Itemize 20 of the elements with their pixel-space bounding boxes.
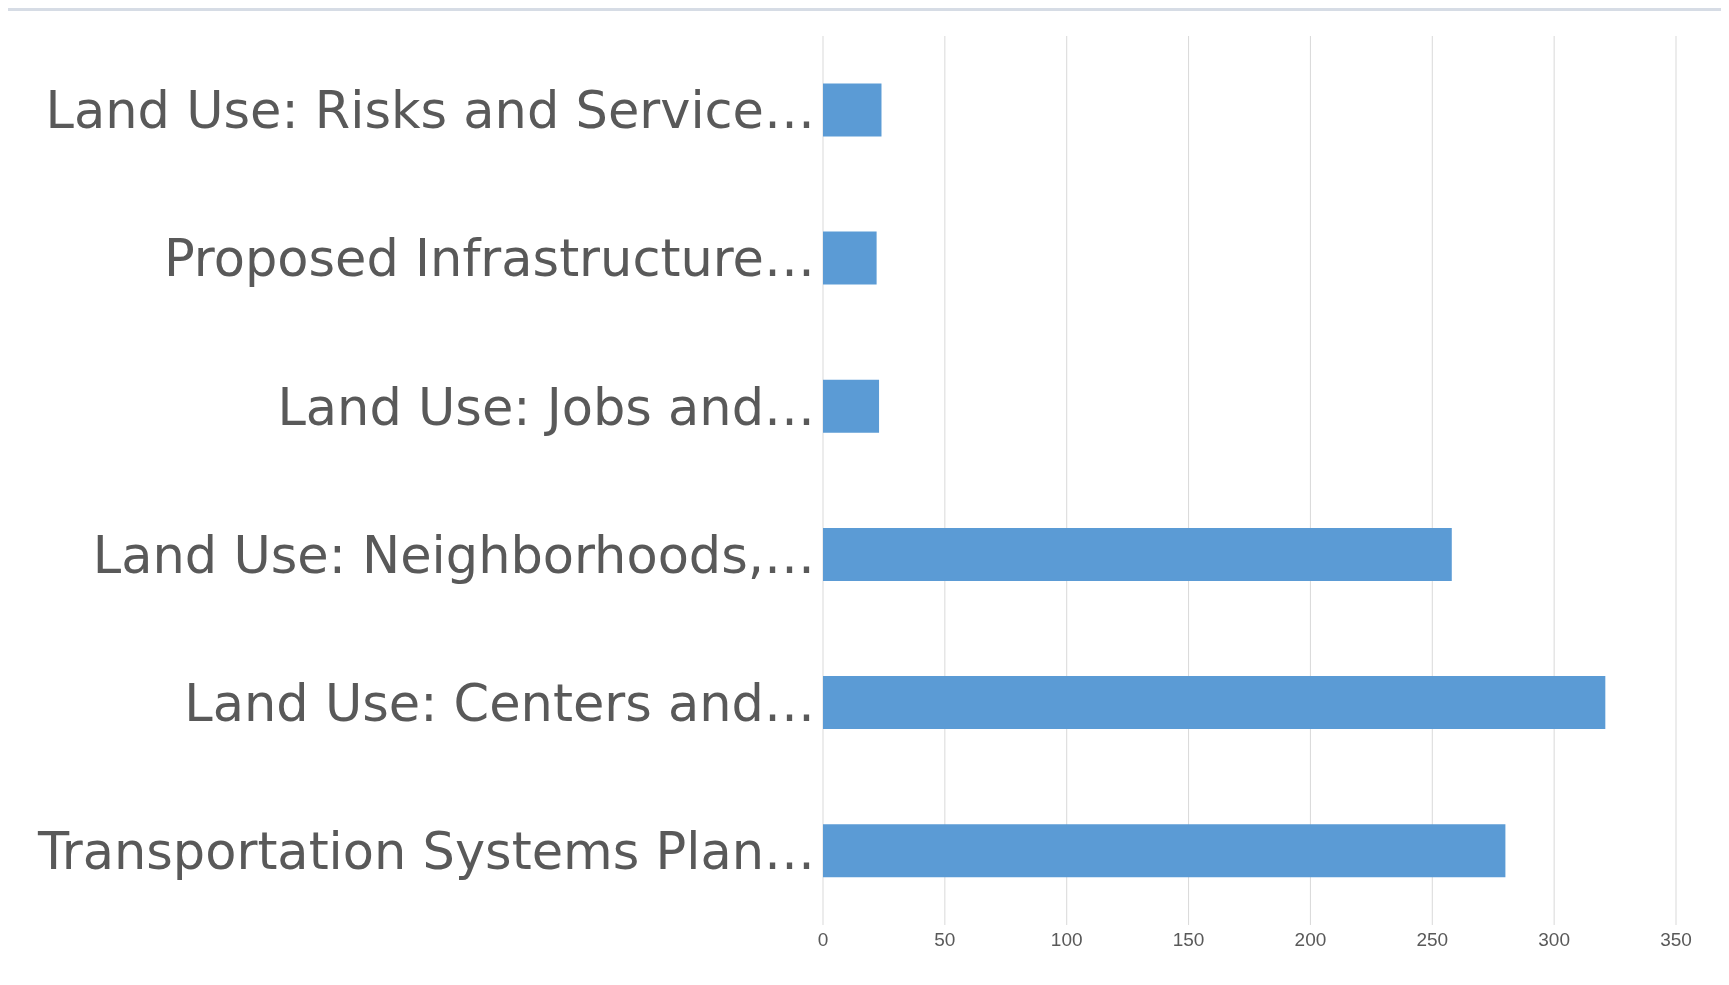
y-tick-label: Transportation Systems Plan… [37, 822, 815, 882]
x-tick-label: 200 [1294, 929, 1327, 951]
bar [823, 231, 877, 285]
x-tick-label: 250 [1416, 929, 1449, 951]
y-tick-label: Land Use: Centers and… [184, 673, 815, 733]
x-tick-label: 100 [1050, 929, 1083, 951]
bar [823, 676, 1606, 730]
bar [823, 83, 882, 137]
bar [823, 379, 880, 433]
y-tick-label: Proposed Infrastructure… [164, 229, 815, 289]
y-tick-label: Land Use: Neighborhoods,… [92, 525, 815, 585]
bar [823, 824, 1506, 878]
bar [823, 527, 1452, 581]
y-tick-label: Land Use: Jobs and… [277, 377, 815, 437]
x-tick-label: 350 [1660, 929, 1692, 951]
x-tick-label: 0 [817, 929, 829, 951]
x-tick-label: 150 [1172, 929, 1205, 951]
x-tick-label: 300 [1538, 929, 1570, 951]
y-tick-label: Land Use: Risks and Service… [45, 81, 815, 141]
x-tick-label: 50 [934, 929, 956, 951]
